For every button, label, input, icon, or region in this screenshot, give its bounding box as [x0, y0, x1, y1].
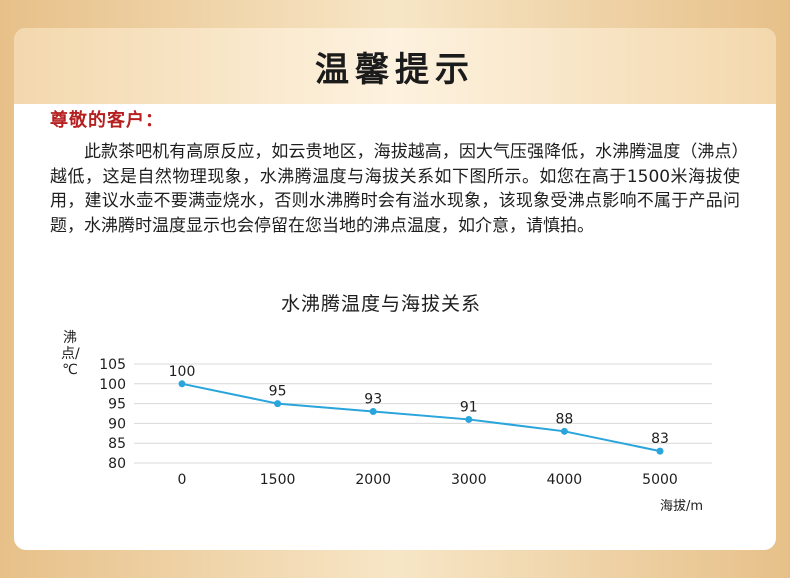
- data-point: [560, 427, 568, 435]
- y-tick-label: 80: [108, 456, 126, 472]
- y-tick-label: 95: [108, 397, 126, 413]
- greeting: 尊敬的客户：: [50, 110, 164, 131]
- x-tick-label: 1500: [260, 472, 296, 488]
- data-points: [178, 380, 664, 455]
- notice-body: 此款茶吧机有高原反应，如云贵地区，海拔越高，因大气压强降低，水沸腾温度（沸点）越…: [50, 142, 740, 236]
- y-tick-label: 105: [99, 357, 126, 373]
- x-tick-label: 4000: [547, 472, 583, 488]
- data-label: 93: [364, 392, 382, 408]
- data-label: 100: [169, 364, 196, 380]
- chart-gridlines: [134, 363, 712, 464]
- x-axis-title: 海拔/m: [660, 499, 703, 514]
- data-point: [465, 415, 473, 423]
- data-label: 91: [460, 399, 478, 415]
- x-tick-label: 3000: [451, 472, 487, 488]
- y-axis-title: 沸点/℃: [61, 330, 80, 378]
- data-point: [656, 447, 664, 455]
- data-point: [178, 380, 186, 388]
- chart-title: 水沸腾温度与海拔关系: [280, 293, 481, 315]
- series-line: [181, 382, 661, 453]
- y-axis-ticks: 80 85 90 95 100 105: [99, 357, 126, 472]
- data-label: 88: [555, 411, 573, 427]
- notice-title: 温馨提示: [315, 50, 475, 90]
- data-label: 83: [651, 431, 669, 447]
- data-point: [274, 400, 282, 408]
- data-labels: 100 95 93 91 88 83: [169, 364, 669, 447]
- data-label: 95: [269, 384, 287, 400]
- y-tick-label: 85: [108, 436, 126, 452]
- x-tick-label: 5000: [642, 472, 678, 488]
- x-tick-label: 2000: [355, 472, 391, 488]
- data-point: [369, 408, 377, 416]
- y-tick-label: 90: [108, 416, 126, 432]
- y-tick-label: 100: [99, 377, 126, 393]
- x-tick-label: 0: [178, 472, 187, 488]
- card-header: 温馨提示: [14, 28, 776, 104]
- x-axis-ticks: 0 1500 2000 3000 4000 5000: [178, 472, 678, 488]
